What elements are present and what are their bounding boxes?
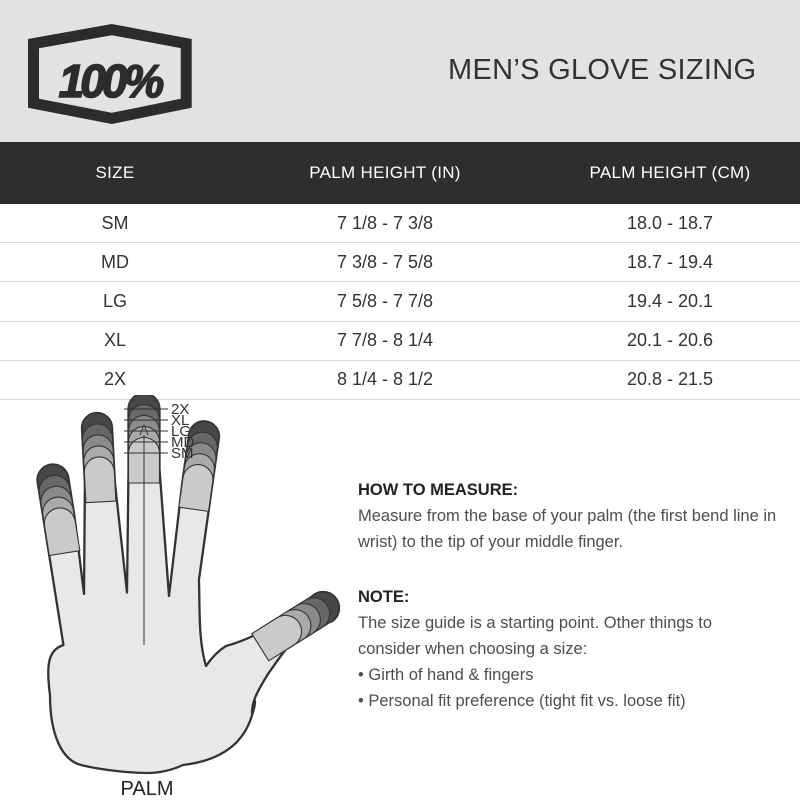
svg-text:SM: SM	[171, 445, 194, 462]
svg-text:PALM: PALM	[121, 778, 174, 800]
svg-text:100%: 100%	[59, 55, 164, 107]
